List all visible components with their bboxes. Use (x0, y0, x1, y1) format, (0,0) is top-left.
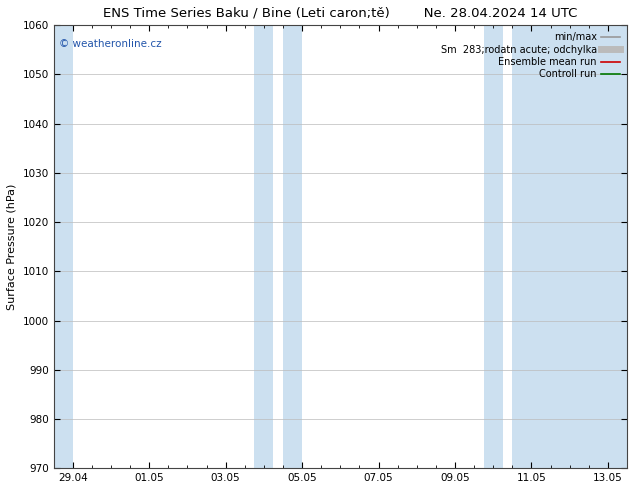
Bar (512, 25, 634, 468)
Legend: min/max, Sm  283;rodatn acute; odchylka, Ensemble mean run, Controll run: min/max, Sm 283;rodatn acute; odchylka, … (439, 30, 622, 81)
Bar (54, 25, 73, 468)
Bar (254, 25, 273, 468)
Y-axis label: Surface Pressure (hPa): Surface Pressure (hPa) (7, 184, 17, 310)
Bar (283, 25, 302, 468)
Text: © weatheronline.cz: © weatheronline.cz (60, 39, 162, 49)
Bar (484, 25, 503, 468)
Title: ENS Time Series Baku / Bine (Leti caron;tě)        Ne. 28.04.2024 14 UTC: ENS Time Series Baku / Bine (Leti caron;… (103, 7, 578, 20)
